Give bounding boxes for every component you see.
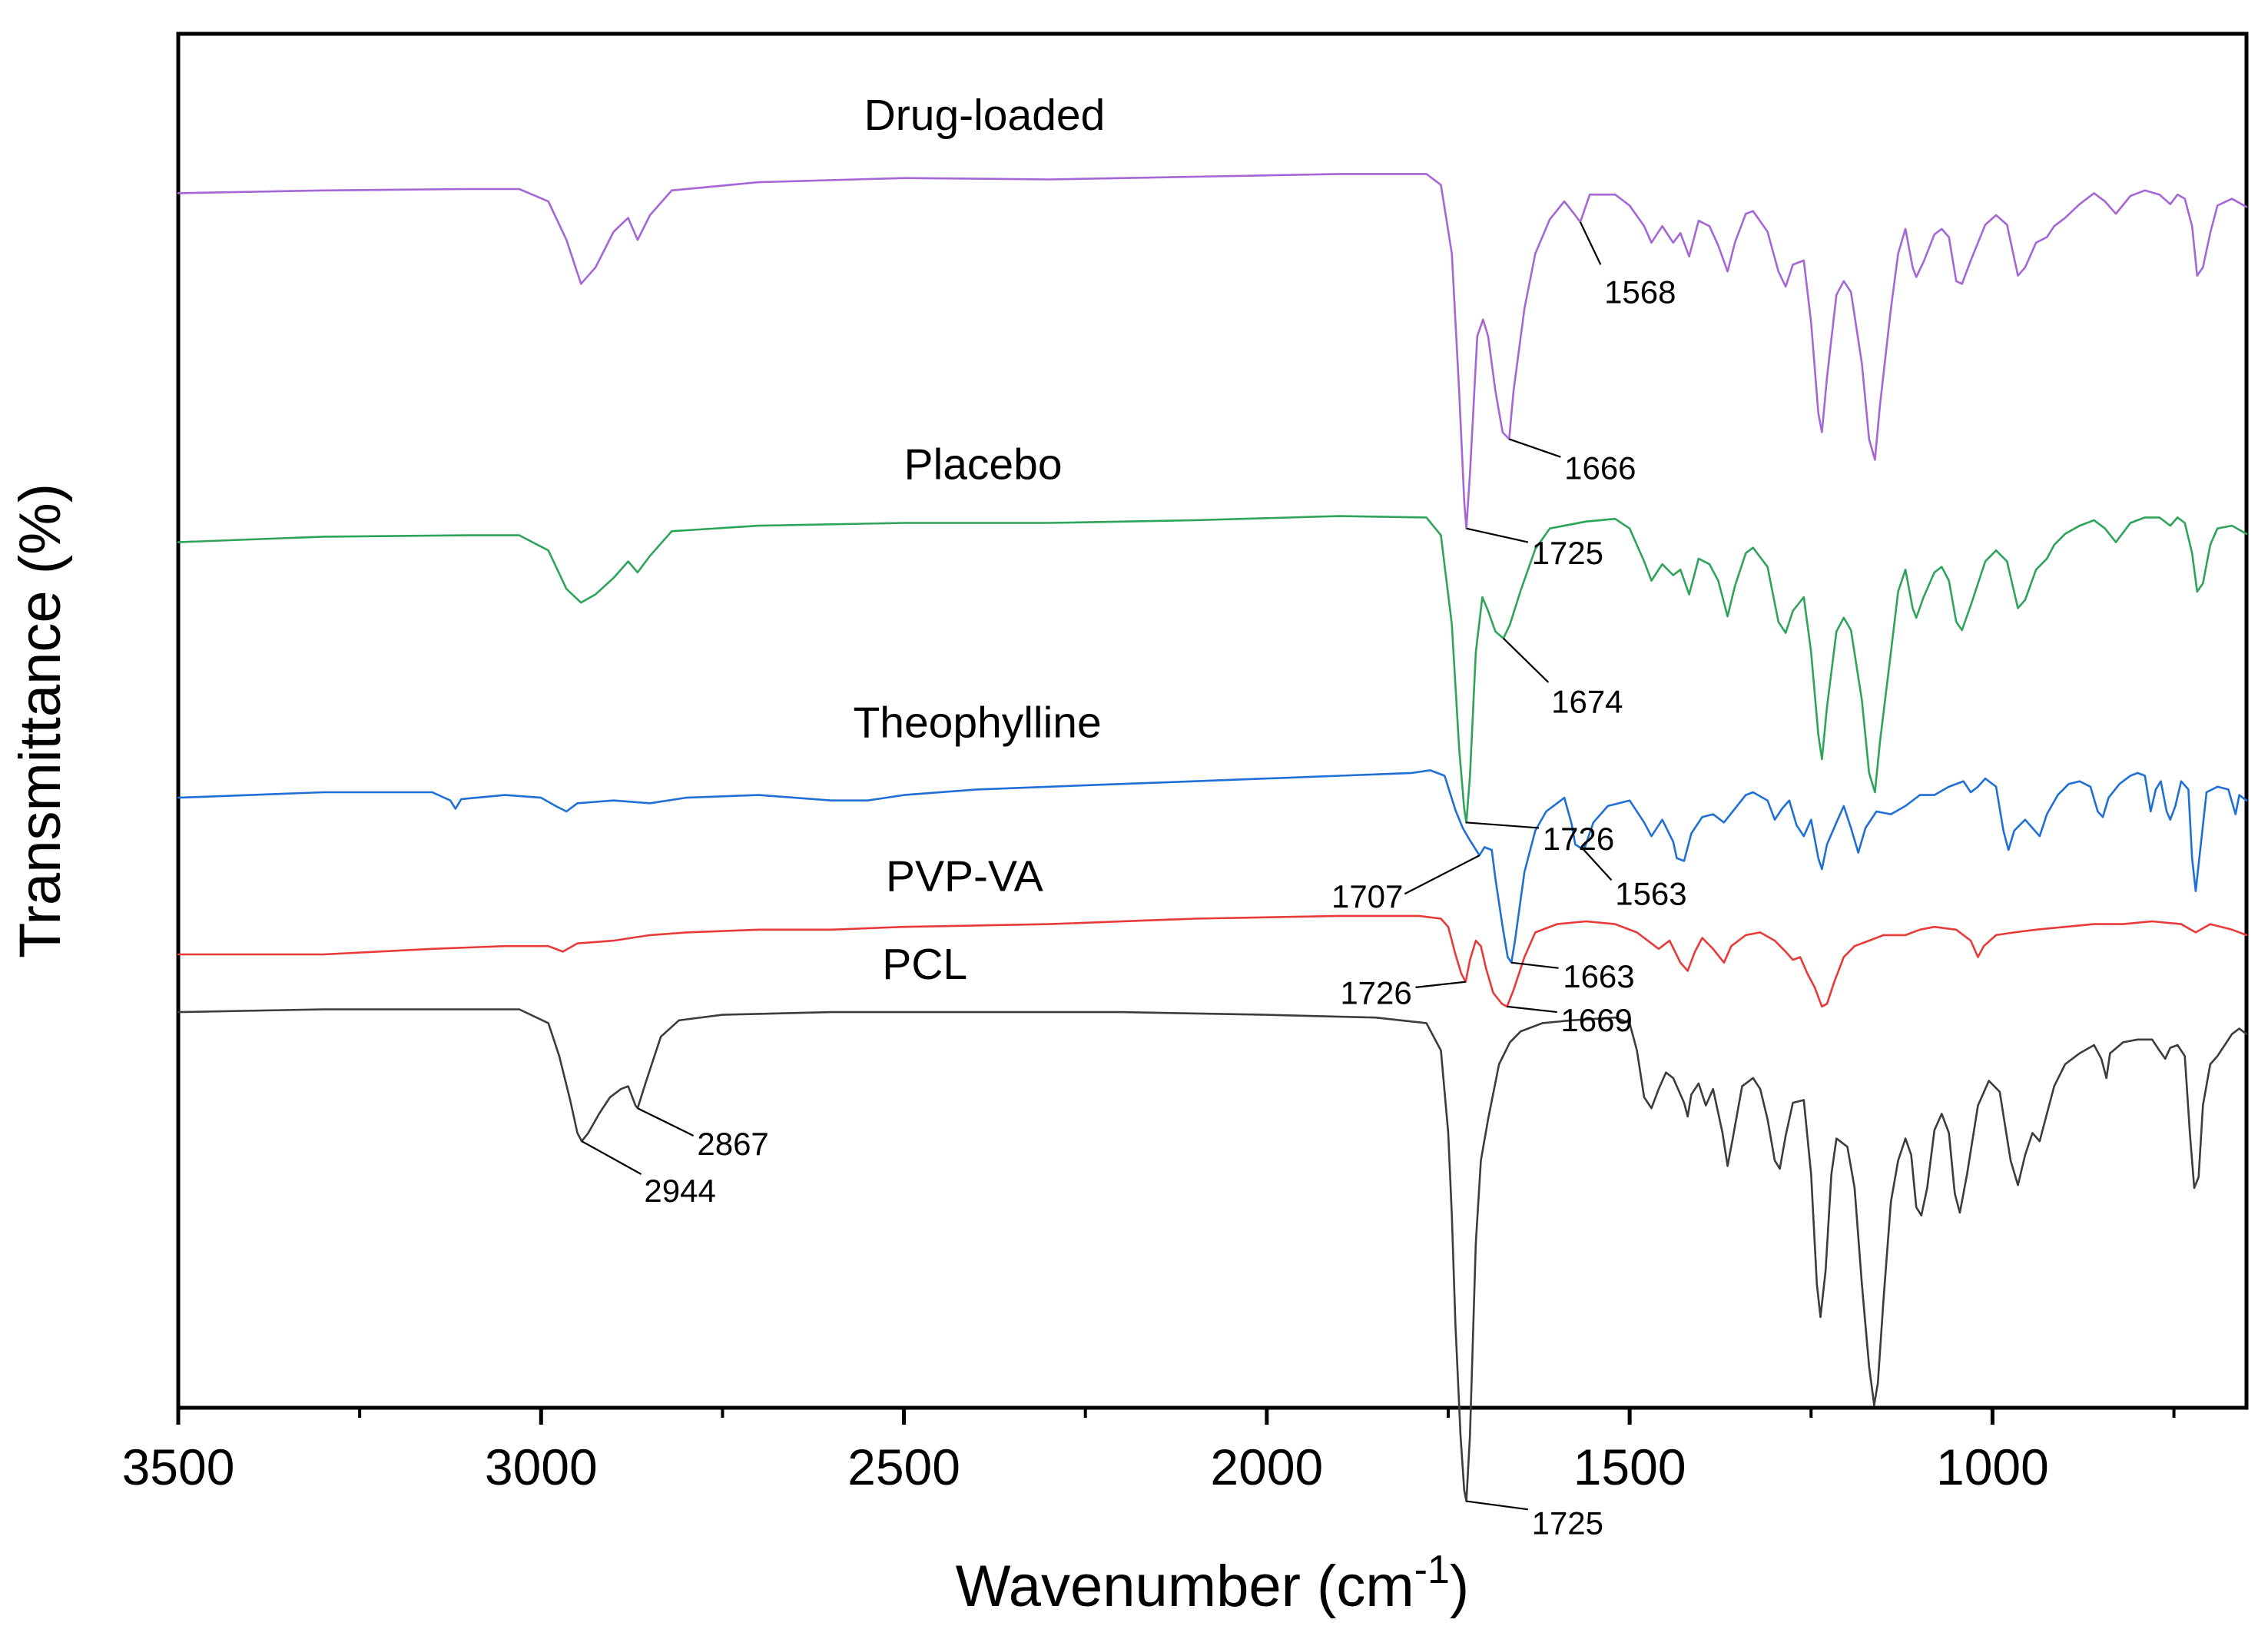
x-axis-title-suffix: )	[1450, 1554, 1469, 1619]
annotation-leader-line	[1404, 855, 1480, 895]
x-axis-title: Wavenumber (cm-1)	[956, 1548, 1469, 1619]
annotation-leader-line	[1465, 821, 1540, 829]
peak-annotation-label: 2944	[644, 1173, 715, 1209]
peak-annotation-label: 1725	[1532, 535, 1603, 571]
x-tick-label: 1500	[1573, 1439, 1686, 1495]
annotation-leader-line	[581, 1140, 642, 1176]
labels-layer: Drug-loaded Placebo Theophylline PVP-VA PCL	[853, 91, 1105, 989]
peak-annotation-label: 1669	[1560, 1002, 1632, 1038]
series-label: PCL	[882, 940, 967, 989]
annotation-leader-line	[1466, 1500, 1529, 1511]
peak-annotation-label: 1725	[1532, 1505, 1603, 1541]
annotation-layer: 1568 1666 1725 1674 1726 1707 1563 1663 1726 1669…	[581, 221, 1687, 1541]
series-label: Drug-loaded	[864, 91, 1106, 140]
peak-annotation-label: 1568	[1604, 274, 1676, 310]
series-label: Theophylline	[853, 698, 1101, 747]
peak-annotation-label: 1674	[1551, 683, 1623, 719]
peak-annotation-label: 1726	[1543, 821, 1614, 857]
peak-annotation-label: 1663	[1563, 958, 1634, 994]
peak-annotation-label: 1707	[1331, 878, 1403, 914]
x-tick-label: 3000	[485, 1439, 598, 1495]
annotation-leader-line	[1415, 981, 1466, 988]
series-line-placebo	[177, 515, 2248, 824]
axes: 3500 3000 2500 2000 1500 1000	[122, 32, 2249, 1495]
x-axis-title-main: Wavenumber (cm	[956, 1554, 1414, 1619]
annotation-leader-line	[1466, 527, 1529, 543]
x-tick-label: 1000	[1936, 1439, 2049, 1495]
y-axis-title: Transmittance (%)	[8, 483, 73, 958]
x-tick-label: 2500	[847, 1439, 960, 1495]
annotation-leader-line	[1508, 438, 1561, 458]
x-tick-label: 2000	[1210, 1439, 1323, 1495]
series-line-theophylline	[177, 769, 2248, 964]
series-line-drug-loaded	[177, 173, 2248, 529]
series-line-pcl	[177, 1008, 2248, 1502]
peak-annotation-label: 1666	[1564, 450, 1636, 486]
annotation-leader-line	[1511, 961, 1559, 969]
plot-frame	[176, 32, 2249, 1410]
annotation-leader-line	[1579, 221, 1602, 265]
x-tick-label: 3500	[122, 1439, 235, 1495]
series-label: Placebo	[904, 440, 1063, 489]
annotation-leader-line	[1507, 1005, 1557, 1014]
peak-annotation-label: 1726	[1340, 974, 1411, 1010]
series-line-pvp-va	[177, 914, 2248, 1008]
annotation-leader-line	[1503, 637, 1550, 683]
peak-annotation-label: 2867	[697, 1126, 768, 1162]
series-layer	[177, 173, 2248, 1502]
annotation-leader-line	[637, 1107, 695, 1137]
x-axis-title-superscript: -1	[1414, 1548, 1450, 1592]
series-label: PVP-VA	[886, 852, 1043, 901]
annotation-leader-line	[1583, 849, 1613, 881]
peak-annotation-label: 1563	[1615, 876, 1686, 912]
